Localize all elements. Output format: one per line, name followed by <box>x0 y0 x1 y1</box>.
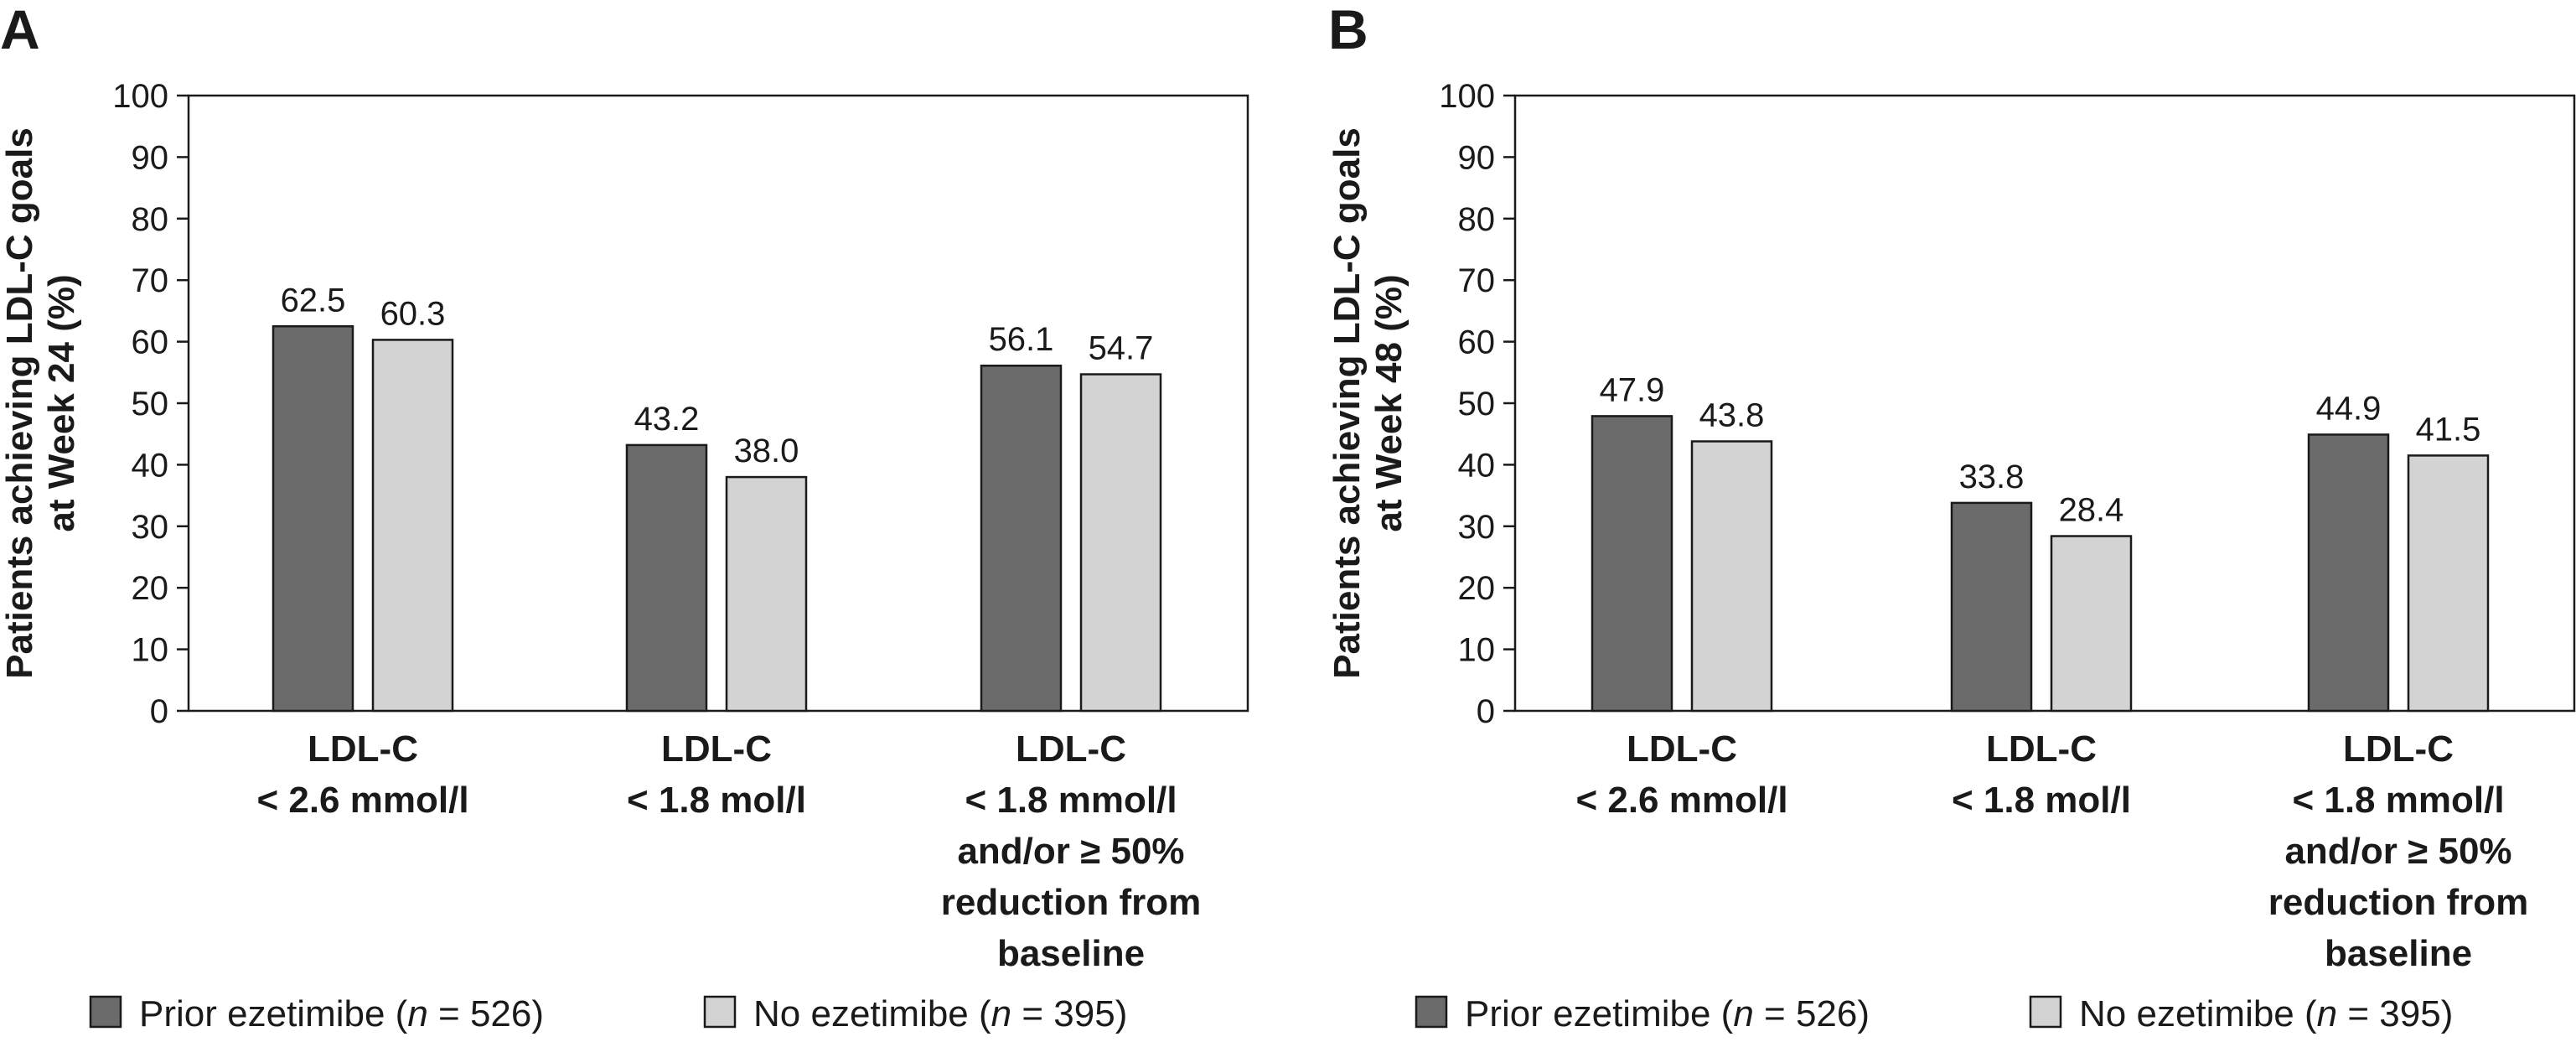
x-category-label: and/or ≥ 50% <box>2284 831 2511 872</box>
y-tick-label: 70 <box>132 262 169 299</box>
y-tick-label: 30 <box>1458 509 1496 546</box>
bar <box>1950 501 2033 713</box>
x-category-label: baseline <box>2325 933 2472 974</box>
bar <box>272 325 354 713</box>
legend-label: Prior ezetimibe (n = 526) <box>139 993 544 1034</box>
y-tick-label: 20 <box>1458 570 1496 607</box>
x-category-label: and/or ≥ 50% <box>957 831 1184 872</box>
data-label: 44.9 <box>2316 390 2382 427</box>
y-tick-label: 80 <box>132 201 169 238</box>
legend-label-count: = 526) <box>1754 993 1870 1034</box>
bar <box>1079 373 1162 713</box>
y-tick-label: 30 <box>132 509 169 546</box>
y-axis-title: Patients achieving LDL-C goals <box>0 127 40 679</box>
x-category-label: < 1.8 mol/l <box>1952 780 2131 821</box>
y-tick-label: 10 <box>1458 632 1496 669</box>
x-category-label: LDL-C <box>2343 728 2454 770</box>
y-tick-label: 50 <box>1458 386 1496 422</box>
y-tick-label: 90 <box>132 139 169 176</box>
x-category-label: reduction from <box>941 882 1201 923</box>
data-label: 62.5 <box>281 282 346 319</box>
legend-label-name: Prior ezetimibe ( <box>1465 993 1734 1034</box>
x-category-label: LDL-C <box>1986 728 2097 770</box>
legend-label-n: n <box>407 993 427 1034</box>
y-tick-label: 50 <box>132 386 169 422</box>
y-tick-label: 10 <box>132 632 169 669</box>
bar <box>1690 440 1773 713</box>
legend-label-count: = 526) <box>428 993 544 1034</box>
bar <box>625 443 708 713</box>
data-label: 60.3 <box>380 295 446 332</box>
legend-label-count: = 395) <box>1011 993 1127 1034</box>
data-label: 56.1 <box>989 321 1054 358</box>
data-label: 33.8 <box>1959 459 2025 495</box>
legend-swatch <box>703 995 737 1029</box>
y-tick-label: 80 <box>1458 201 1496 238</box>
bar <box>371 339 454 713</box>
panel-label: A <box>0 0 40 60</box>
legend-label-n: n <box>991 993 1011 1034</box>
bar <box>1591 415 1673 713</box>
legend-label-n: n <box>2317 993 2337 1034</box>
y-tick-label: 60 <box>132 324 169 361</box>
y-tick-label: 100 <box>112 78 168 115</box>
data-label: 41.5 <box>2416 411 2481 448</box>
y-tick-label: 40 <box>1458 447 1496 484</box>
legend-label-n: n <box>1733 993 1753 1034</box>
y-axis-title: at Week 48 (%) <box>1368 274 1410 531</box>
legend-swatch <box>2029 995 2062 1029</box>
data-label: 54.7 <box>1089 330 1154 367</box>
y-tick-label: 40 <box>132 447 169 484</box>
bar <box>2050 535 2133 713</box>
x-category-label: LDL-C <box>1016 728 1126 770</box>
bar <box>980 364 1063 713</box>
y-tick-label: 90 <box>1458 139 1496 176</box>
y-tick-label: 60 <box>1458 324 1496 361</box>
x-category-label: < 2.6 mmol/l <box>1575 780 1787 821</box>
legend-label-count: = 395) <box>2337 993 2453 1034</box>
y-tick-label: 20 <box>132 570 169 607</box>
y-tick-label: 0 <box>1477 693 1495 730</box>
legend-label-name: Prior ezetimibe ( <box>139 993 408 1034</box>
bar <box>725 475 808 713</box>
x-category-label: < 1.8 mmol/l <box>965 780 1177 821</box>
bar <box>2407 454 2490 713</box>
legend-label: No ezetimibe (n = 395) <box>753 993 1127 1034</box>
x-category-label: LDL-C <box>661 728 772 770</box>
data-label: 38.0 <box>734 433 799 469</box>
x-category-label: < 1.8 mol/l <box>627 780 806 821</box>
legend-label-name: No ezetimibe ( <box>2079 993 2317 1034</box>
bar <box>2307 433 2390 713</box>
y-tick-label: 0 <box>150 693 168 730</box>
y-axis-title: at Week 24 (%) <box>41 274 82 531</box>
chart-panel-b: B Patients achieving LDL-C goals at Week 4… <box>1327 0 2576 1034</box>
y-tick-label: 70 <box>1458 262 1496 299</box>
legend-label: Prior ezetimibe (n = 526) <box>1465 993 1870 1034</box>
data-label: 43.8 <box>1699 397 1765 434</box>
legend-swatch <box>1415 995 1448 1029</box>
x-category-label: < 2.6 mmol/l <box>256 780 468 821</box>
x-category-label: LDL-C <box>308 728 418 770</box>
data-label: 47.9 <box>1600 371 1665 408</box>
chart-panel-a: A Patients achieving LDL-C goals at Week 2… <box>0 0 1249 1034</box>
legend-label-name: No ezetimibe ( <box>753 993 991 1034</box>
x-category-label: LDL-C <box>1627 728 1737 770</box>
x-category-label: < 1.8 mmol/l <box>2292 780 2504 821</box>
x-category-label: baseline <box>997 933 1145 974</box>
legend-swatch <box>89 995 122 1029</box>
legend-label: No ezetimibe (n = 395) <box>2079 993 2453 1034</box>
y-axis-title: Patients achieving LDL-C goals <box>1327 127 1368 679</box>
data-label: 43.2 <box>634 401 700 438</box>
panel-label: B <box>1328 0 1368 60</box>
y-tick-label: 100 <box>1439 78 1495 115</box>
data-label: 28.4 <box>2059 492 2124 529</box>
x-category-label: reduction from <box>2268 882 2528 923</box>
